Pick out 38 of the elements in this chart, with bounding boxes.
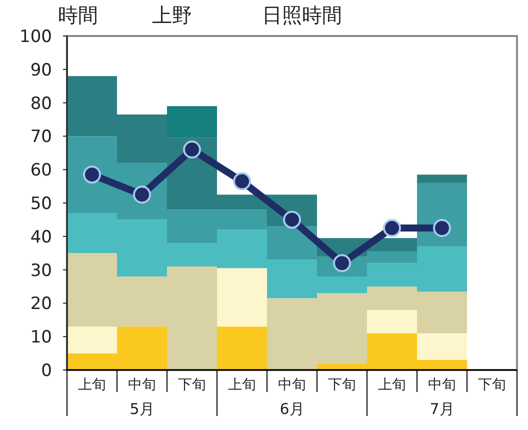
x-tick-label: 上旬 bbox=[378, 377, 406, 393]
y-tick-label: 50 bbox=[30, 194, 52, 214]
bar bbox=[417, 174, 467, 183]
x-tick-label: 上旬 bbox=[78, 377, 106, 393]
y-tick-label: 60 bbox=[30, 160, 52, 181]
bar bbox=[67, 326, 117, 354]
point bbox=[433, 219, 451, 238]
chart-subtitle: 日照時間 bbox=[262, 3, 342, 27]
y-tick-label: 30 bbox=[30, 260, 52, 281]
y-axis-title: 時間 bbox=[58, 3, 98, 27]
bar bbox=[417, 333, 467, 360]
x-tick-label: 上旬 bbox=[228, 377, 256, 393]
bar bbox=[167, 106, 217, 138]
point bbox=[233, 172, 251, 190]
x-tick-label: 下旬 bbox=[328, 377, 356, 393]
y-tick-label: 10 bbox=[30, 328, 52, 348]
y-tick-label: 100 bbox=[20, 27, 52, 47]
text: 5月 bbox=[130, 400, 154, 418]
bar bbox=[217, 326, 267, 370]
text: 7月 bbox=[430, 400, 454, 418]
x-tick-label: 中旬 bbox=[278, 377, 306, 393]
x-tick-label: 中旬 bbox=[128, 377, 156, 393]
point bbox=[383, 219, 401, 238]
point bbox=[183, 140, 201, 159]
y-tick-label: 80 bbox=[30, 94, 52, 114]
chart-title: 上野 bbox=[152, 3, 192, 27]
bar bbox=[367, 310, 417, 334]
y-tick-label: 20 bbox=[30, 294, 52, 314]
bar bbox=[217, 268, 267, 327]
x-tick-label: 下旬 bbox=[478, 377, 506, 393]
y-tick-label: 70 bbox=[30, 127, 52, 148]
text: 6月 bbox=[280, 400, 304, 418]
point bbox=[83, 166, 101, 184]
y-tick-label: 90 bbox=[30, 60, 52, 80]
x-tick-label: 中旬 bbox=[428, 377, 456, 393]
x-tick-label: 下旬 bbox=[178, 377, 206, 393]
y-tick-label: 40 bbox=[30, 227, 52, 248]
y-tick-label: 0 bbox=[41, 361, 52, 381]
